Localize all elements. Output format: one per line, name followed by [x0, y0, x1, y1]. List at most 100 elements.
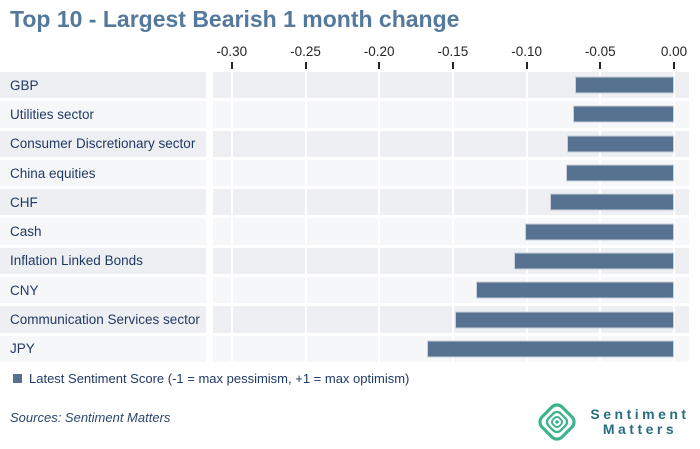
category-label: CNY: [10, 282, 39, 298]
gridline: [673, 101, 675, 128]
gridline: [673, 159, 675, 187]
plot-cell: [213, 72, 689, 99]
gridline: [525, 130, 528, 157]
gridline: [451, 101, 454, 128]
chart-row: CNY: [0, 277, 689, 304]
chart-row: Inflation Linked Bonds: [0, 247, 689, 275]
chart-row: Cash: [0, 218, 689, 245]
category-label-cell: GBP: [0, 72, 206, 99]
chart-row: Consumer Discretionary sector: [0, 130, 689, 157]
x-axis-tick-mark: [525, 62, 528, 69]
chart-row: Communication Services sector: [0, 306, 689, 333]
gridline: [451, 189, 454, 216]
sentiment-bar: [524, 223, 674, 241]
gridline: [378, 130, 381, 157]
sentiment-bar: [514, 252, 674, 270]
plot-cell: [213, 130, 689, 157]
x-axis-tick-mark: [451, 62, 454, 69]
brand-logo: Sentiment Matters: [536, 401, 699, 443]
chart-rows: GBP Utilities sector Consumer Discretionar…: [0, 72, 689, 362]
sentiment-bar: [573, 105, 674, 123]
x-axis-tick-label: -0.15: [437, 44, 469, 59]
gridline: [230, 72, 233, 99]
sentiment-bar: [565, 164, 674, 182]
category-label-cell: Consumer Discretionary sector: [0, 130, 206, 157]
category-label-cell: Cash: [0, 218, 206, 245]
plot-cell: [213, 101, 689, 128]
gridline: [230, 218, 233, 245]
gridline: [304, 247, 307, 275]
x-axis-tick-mark: [673, 62, 675, 69]
chart-row: Utilities sector: [0, 101, 689, 128]
plot-cell: [213, 189, 689, 216]
x-axis-tick-label: 0.00: [660, 44, 688, 59]
gridline: [378, 335, 381, 362]
gridline: [673, 218, 675, 245]
gridline: [230, 189, 233, 216]
gridline: [304, 159, 307, 187]
sentiment-bar: [475, 281, 674, 299]
gridline: [230, 335, 233, 362]
gridline: [525, 72, 528, 99]
x-axis-tick-label: -0.05: [584, 44, 616, 59]
chart-row: China equities: [0, 159, 689, 187]
gridline: [230, 159, 233, 187]
category-label-cell: Inflation Linked Bonds: [0, 247, 206, 275]
brand-line-1: Sentiment: [590, 406, 690, 422]
gridline: [378, 277, 381, 304]
sentiment-bar: [567, 135, 674, 153]
gridline: [451, 247, 454, 275]
concentric-diamond-icon: [538, 403, 576, 441]
category-label: Inflation Linked Bonds: [10, 253, 143, 269]
category-label: China equities: [10, 165, 96, 181]
gridline: [378, 218, 381, 245]
x-axis-tick-mark: [599, 62, 602, 69]
gridline: [304, 306, 307, 333]
x-axis-tick-label: -0.20: [363, 44, 395, 59]
category-label: JPY: [10, 341, 35, 357]
sentiment-bar: [427, 340, 674, 358]
gridline: [378, 247, 381, 275]
plot-cell: [213, 306, 689, 333]
category-label: GBP: [10, 77, 39, 93]
category-label-cell: CHF: [0, 189, 206, 216]
gridline: [451, 159, 454, 187]
x-axis-tick-label: -0.25: [290, 44, 321, 59]
gridline: [673, 306, 675, 333]
gridline: [525, 189, 528, 216]
gridline: [378, 159, 381, 187]
category-label: Utilities sector: [10, 106, 95, 122]
x-axis-tick-label: -0.30: [216, 44, 248, 59]
brand-line-2: Matters: [602, 421, 678, 437]
gridline: [304, 101, 307, 128]
gridline: [304, 189, 307, 216]
x-axis-tick-mark: [304, 62, 307, 69]
plot-cell: [213, 159, 689, 187]
gridline: [451, 130, 454, 157]
gridline: [451, 277, 454, 304]
category-label-cell: Communication Services sector: [0, 306, 206, 333]
chart-row: GBP: [0, 72, 689, 99]
gridline: [378, 101, 381, 128]
gridline: [451, 218, 454, 245]
gridline: [378, 189, 381, 216]
category-label-cell: JPY: [0, 335, 206, 362]
gridline: [378, 72, 381, 99]
category-label: Cash: [10, 224, 42, 240]
category-label: Consumer Discretionary sector: [10, 136, 196, 152]
category-label-cell: CNY: [0, 277, 206, 304]
plot-cell: [213, 218, 689, 245]
gridline: [673, 335, 675, 362]
page-title: Top 10 - Largest Bearish 1 month change: [10, 6, 460, 32]
sentiment-bar: [455, 311, 674, 329]
plot-cell: [213, 335, 689, 362]
category-label: Communication Services sector: [10, 312, 200, 328]
gridline: [673, 277, 675, 304]
x-axis-tick-mark: [378, 62, 381, 69]
chart-row: JPY: [0, 335, 689, 362]
sentiment-bar: [549, 193, 674, 211]
gridline: [230, 247, 233, 275]
x-axis: -0.30 -0.25 -0.20 -0.15 -0.10 -0.05 0.00: [0, 44, 700, 72]
gridline: [451, 72, 454, 99]
